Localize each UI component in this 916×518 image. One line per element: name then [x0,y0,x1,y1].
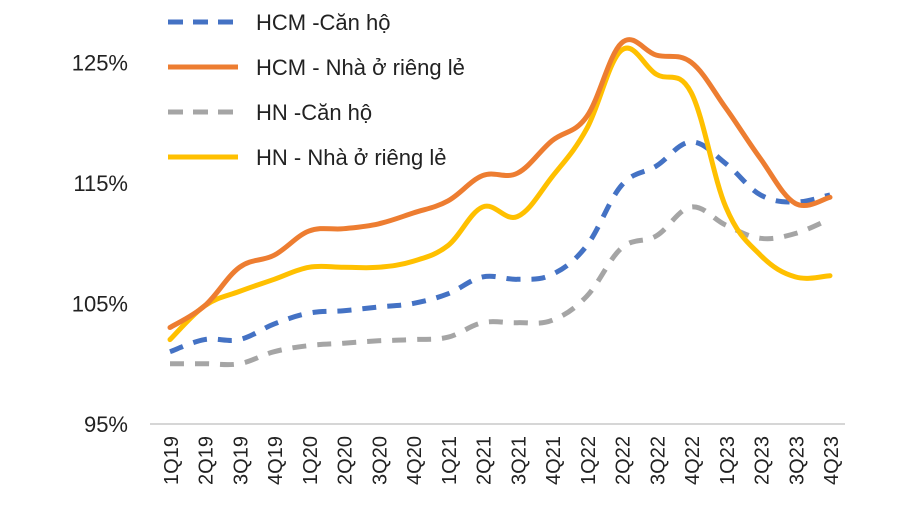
x-tick-label: 1Q22 [578,436,600,485]
series-lines [167,37,833,368]
x-tick-label: 3Q22 [647,436,669,485]
y-tick-label: 115% [73,171,128,196]
y-tick-label: 105% [72,291,128,316]
series-line-1 [167,37,833,330]
legend-label: HN -Căn hộ [256,100,372,125]
x-tick-label: 4Q19 [265,436,287,485]
x-tick-label: 4Q23 [821,436,843,485]
y-axis: 95% 105% 115% 125% [72,50,128,437]
x-tick-label: 1Q19 [161,436,183,485]
legend-label: HCM -Căn hộ [256,10,390,35]
x-tick-label: 3Q21 [508,436,530,485]
series-line-0 [169,139,831,355]
x-tick-label: 1Q23 [717,436,739,485]
legend-label: HCM - Nhà ở riêng lẻ [256,55,465,80]
x-tick-label: 4Q22 [682,436,704,485]
x-tick-label: 3Q20 [369,436,391,485]
x-tick-label: 1Q20 [300,436,322,485]
legend-label: HN - Nhà ở riêng lẻ [256,145,447,170]
x-axis: 1Q19 2Q19 3Q19 4Q19 1Q20 2Q20 3Q20 4Q20 1Q21 2Q21… [150,423,845,485]
x-tick-label: 3Q23 [786,436,808,485]
x-tick-label: 3Q19 [230,436,252,485]
x-tick-label: 2Q23 [752,436,774,485]
legend: HCM -Căn hộ HCM - Nhà ở riêng lẻ HN -Căn h… [168,10,465,170]
x-tick-label: 2Q20 [335,436,357,485]
y-tick-label: 125% [72,50,128,75]
y-tick-label: 95% [84,412,128,437]
x-tick-label: 2Q22 [613,436,635,485]
x-tick-label: 4Q20 [404,436,426,485]
x-tick-label: 2Q21 [474,436,496,485]
series-line-2 [170,204,831,368]
x-tick-label: 1Q21 [439,436,461,485]
x-tick-label: 2Q19 [196,436,218,485]
x-tick-label: 4Q21 [543,436,565,485]
series-line-3 [167,45,833,343]
